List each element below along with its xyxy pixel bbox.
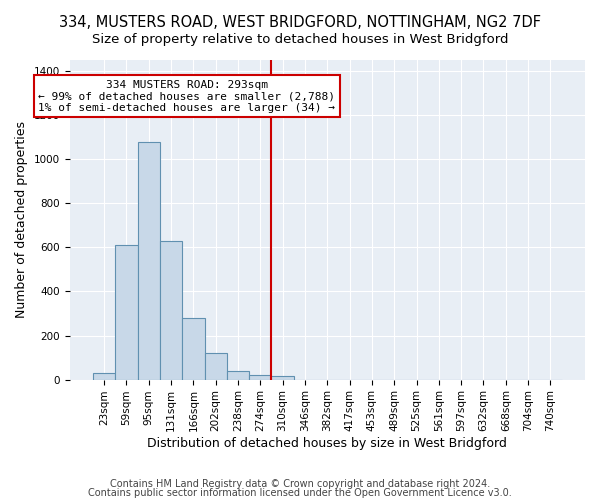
- Text: Size of property relative to detached houses in West Bridgford: Size of property relative to detached ho…: [92, 32, 508, 46]
- Text: 334 MUSTERS ROAD: 293sqm
← 99% of detached houses are smaller (2,788)
1% of semi: 334 MUSTERS ROAD: 293sqm ← 99% of detach…: [38, 80, 335, 113]
- Bar: [227, 371, 249, 380]
- Bar: [249, 375, 271, 380]
- X-axis label: Distribution of detached houses by size in West Bridgford: Distribution of detached houses by size …: [148, 437, 507, 450]
- Bar: [205, 353, 227, 380]
- Bar: [115, 245, 137, 380]
- Bar: [137, 142, 160, 380]
- Text: 334, MUSTERS ROAD, WEST BRIDGFORD, NOTTINGHAM, NG2 7DF: 334, MUSTERS ROAD, WEST BRIDGFORD, NOTTI…: [59, 15, 541, 30]
- Bar: [271, 376, 294, 380]
- Bar: [160, 240, 182, 380]
- Text: Contains public sector information licensed under the Open Government Licence v3: Contains public sector information licen…: [88, 488, 512, 498]
- Bar: [93, 373, 115, 380]
- Y-axis label: Number of detached properties: Number of detached properties: [15, 122, 28, 318]
- Text: Contains HM Land Registry data © Crown copyright and database right 2024.: Contains HM Land Registry data © Crown c…: [110, 479, 490, 489]
- Bar: [182, 318, 205, 380]
